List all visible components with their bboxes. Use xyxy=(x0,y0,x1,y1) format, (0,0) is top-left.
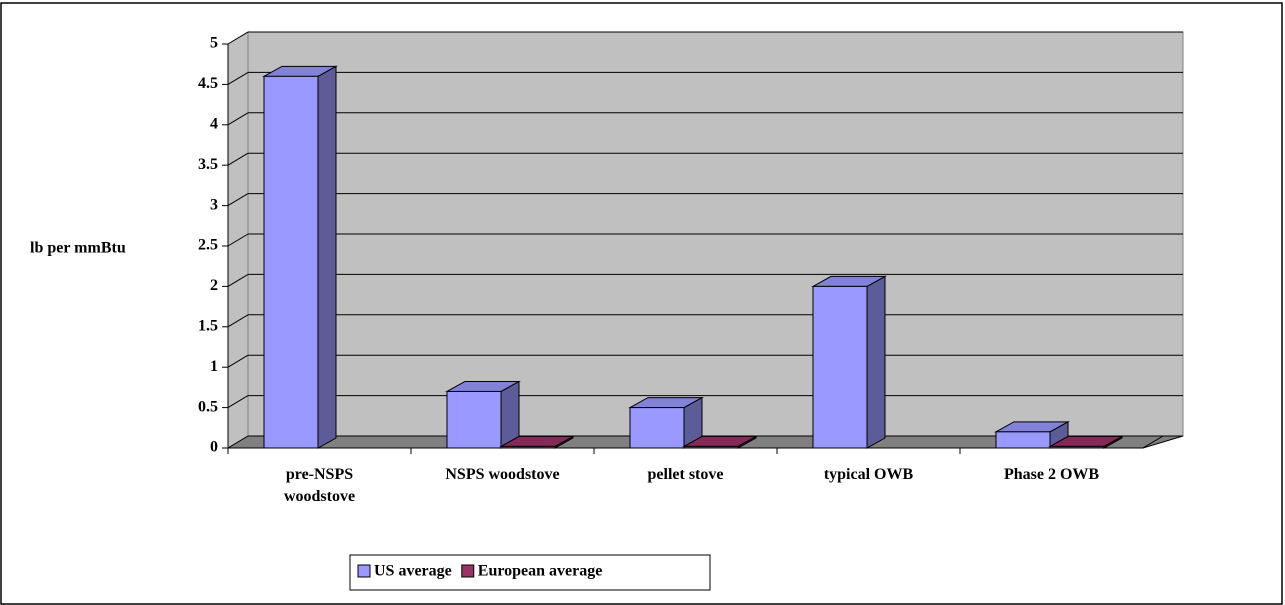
bar xyxy=(811,275,887,449)
bar-front xyxy=(263,75,319,449)
y-tick-label: 3 xyxy=(210,196,218,213)
x-tick-label: pellet stove xyxy=(647,466,724,483)
bar xyxy=(499,435,575,449)
bar-front xyxy=(812,285,868,449)
y-axis-label: lb per mmBtu xyxy=(30,240,126,257)
bar-front xyxy=(629,407,685,449)
y-tick-label: 4.5 xyxy=(198,75,218,92)
grid-line xyxy=(227,71,249,85)
y-tick-label: 3.5 xyxy=(198,156,218,173)
y-tick-label: 4 xyxy=(210,115,218,132)
y-tick-label: 1 xyxy=(210,358,218,375)
legend-swatch xyxy=(461,564,475,578)
bar xyxy=(682,435,758,449)
grid-line xyxy=(227,193,249,207)
legend-label: US average xyxy=(374,563,452,580)
y-tick-label: 5 xyxy=(210,35,218,52)
bar xyxy=(445,380,521,449)
grid-line xyxy=(227,112,249,126)
grid-line xyxy=(227,31,249,45)
bar-side xyxy=(866,275,886,449)
legend-box xyxy=(349,554,711,591)
x-tick-label: typical OWB xyxy=(823,466,914,483)
y-tick-label: 2.5 xyxy=(198,237,218,254)
bar-side xyxy=(317,65,337,449)
bar xyxy=(262,65,338,449)
x-tick-label: Phase 2 OWB xyxy=(1003,466,1100,483)
grid-line xyxy=(227,273,249,287)
y-tick-label: 2 xyxy=(210,277,218,294)
grid-line xyxy=(227,395,249,409)
bar xyxy=(994,420,1070,449)
x-tick-label: pre-NSPS woodstove xyxy=(283,466,356,505)
grid-line xyxy=(227,233,249,247)
grid-line xyxy=(227,314,249,328)
bar-front xyxy=(683,445,739,449)
legend-label: European average xyxy=(478,563,603,580)
y-tick-label: 0.5 xyxy=(198,398,218,415)
y-tick-label: 0 xyxy=(210,439,218,456)
x-tick-label: NSPS woodstove xyxy=(445,466,560,483)
bar-front xyxy=(446,390,502,449)
grid-line xyxy=(227,354,249,368)
bar-front xyxy=(1049,445,1105,449)
grid-line xyxy=(227,152,249,166)
bar xyxy=(1048,435,1124,449)
y-tick-label: 1.5 xyxy=(198,317,218,334)
legend-swatch xyxy=(357,564,371,578)
bar-front xyxy=(995,431,1051,449)
x-axis-depth xyxy=(1142,435,1164,449)
bar-front xyxy=(500,445,556,449)
bar xyxy=(628,396,704,449)
